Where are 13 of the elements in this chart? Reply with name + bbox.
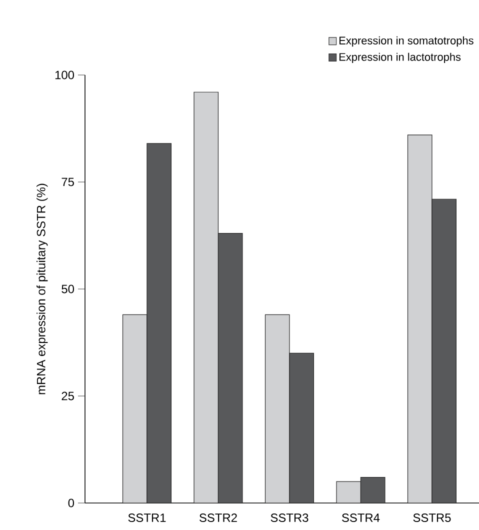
legend-label: Expression in lactotrophs — [340, 52, 461, 64]
x-tick-label: SSTR5 — [413, 514, 451, 522]
x-tick-label: SSTR1 — [128, 514, 166, 522]
y-tick-label: 0 — [68, 498, 74, 508]
y-tick-label: 100 — [55, 70, 74, 80]
y-tick-label: 75 — [62, 178, 74, 186]
legend-label: Expression in somatotrophs — [340, 36, 474, 47]
x-tick-label: SSTR3 — [270, 514, 308, 522]
y-axis-title: mRNA expression of pituitary SSTR (%) — [36, 184, 48, 394]
y-tick-label: 25 — [62, 392, 74, 400]
y-tick-label: 50 — [62, 284, 74, 294]
x-tick-label: SSTR2 — [200, 514, 237, 522]
x-tick-label: SSTR4 — [342, 514, 380, 522]
